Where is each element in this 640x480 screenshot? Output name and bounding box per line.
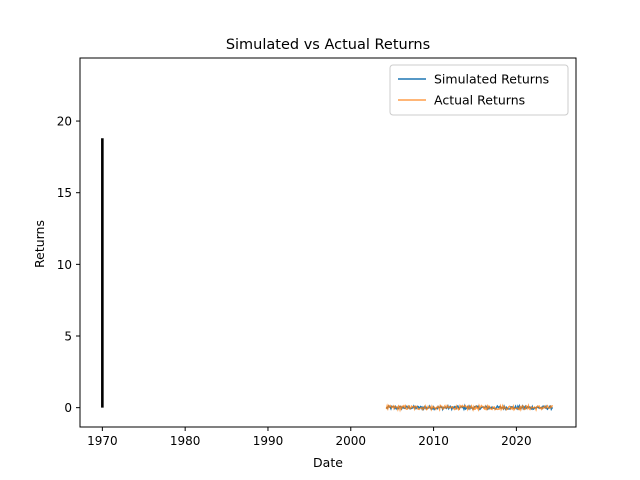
plot-area: 1970 1980 1990 2000 2010 2020 0 5 10 15 20 [57, 57, 577, 448]
y-axis-label: Returns [32, 220, 47, 268]
legend-box [389, 64, 569, 116]
y-tick-label: 10 [57, 258, 72, 272]
y-tick-label: 5 [64, 330, 72, 344]
legend: Simulated Returns Actual Returns [389, 64, 569, 116]
legend-label: Simulated Returns [434, 72, 549, 87]
x-tick-label: 2020 [501, 434, 532, 448]
x-axis-label: Date [313, 455, 343, 470]
y-tick-label: 20 [57, 115, 72, 129]
plot-frame [79, 57, 577, 428]
x-tick-label: 2010 [418, 434, 449, 448]
y-tick-label: 0 [64, 401, 72, 415]
y-tick-label: 15 [57, 186, 72, 200]
x-tick-label: 2000 [335, 434, 366, 448]
x-tick-label: 1990 [253, 434, 284, 448]
series-line-actual-returns [385, 403, 553, 413]
x-tick-label: 1980 [170, 434, 201, 448]
x-tick-label: 1970 [87, 434, 118, 448]
legend-label: Actual Returns [434, 93, 525, 108]
chart-title: Simulated vs Actual Returns [226, 37, 430, 53]
